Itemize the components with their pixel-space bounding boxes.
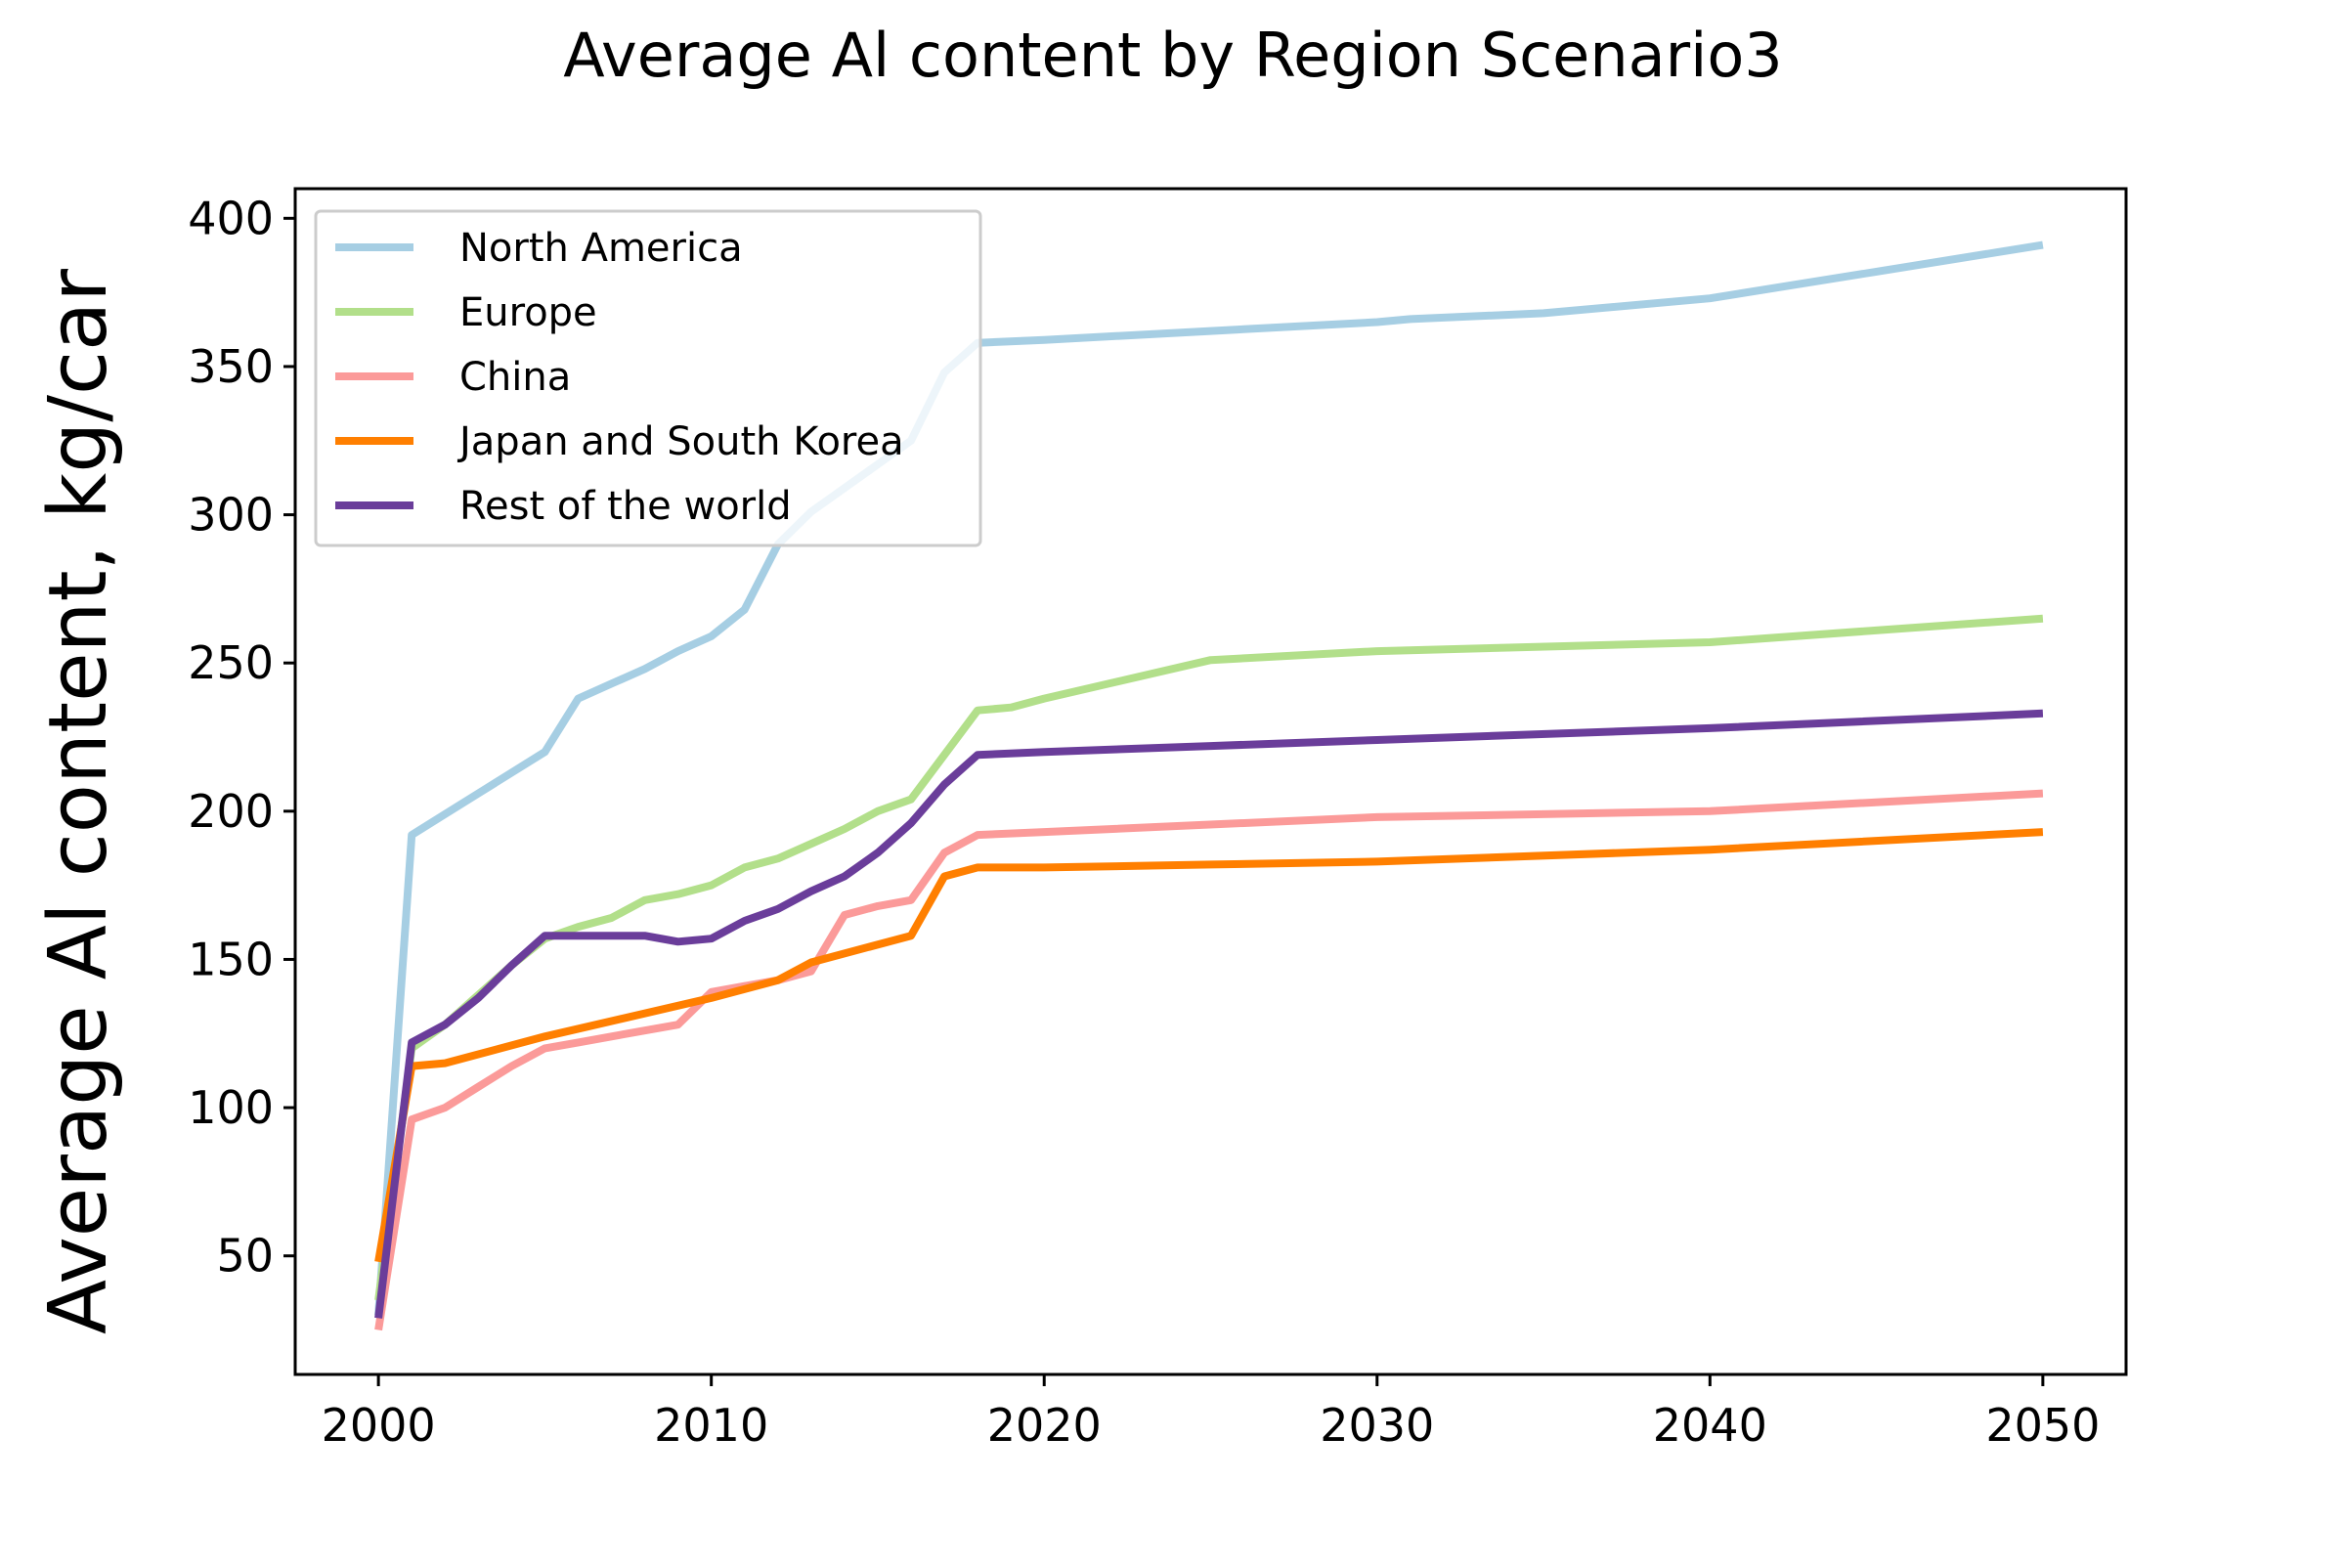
legend-label: China — [459, 355, 571, 400]
y-tick-label: 300 — [188, 489, 274, 542]
legend-label: North America — [459, 226, 743, 271]
x-tick-label: 2010 — [654, 1399, 768, 1452]
x-tick-label: 2000 — [322, 1399, 436, 1452]
legend-box — [314, 209, 982, 547]
y-tick-label: 100 — [188, 1081, 274, 1134]
x-tick-label: 2030 — [1320, 1399, 1434, 1452]
legend-label: Europe — [459, 290, 597, 335]
x-tick-label: 2040 — [1653, 1399, 1767, 1452]
y-tick-label: 250 — [188, 636, 274, 689]
legend: North America Europe China Japan and South … — [314, 209, 982, 547]
plot-frame — [293, 187, 2128, 1376]
x-tick-label: 2050 — [1985, 1399, 2100, 1452]
axis-ticks: 2000 2010 2020 2030 2040 2050 50 100 150 200 250 30… — [188, 192, 2100, 1452]
x-tick-label: 2020 — [987, 1399, 1102, 1452]
y-tick-label: 150 — [188, 933, 274, 985]
y-tick-label: 50 — [216, 1230, 274, 1283]
y-tick-label: 200 — [188, 785, 274, 838]
legend-label: Rest of the world — [459, 484, 792, 529]
series-line-japan-and-south-korea — [374, 828, 2044, 1263]
legend-label: Japan and South Korea — [456, 419, 904, 464]
y-tick-label: 350 — [188, 340, 274, 393]
y-tick-label: 400 — [188, 192, 274, 244]
series-line-rest-of-the-world — [374, 709, 2044, 1319]
y-axis-label: Average Al content, kg/car — [32, 269, 125, 1334]
chart-title: Average Al content by Region Scenario3 — [563, 20, 1782, 91]
